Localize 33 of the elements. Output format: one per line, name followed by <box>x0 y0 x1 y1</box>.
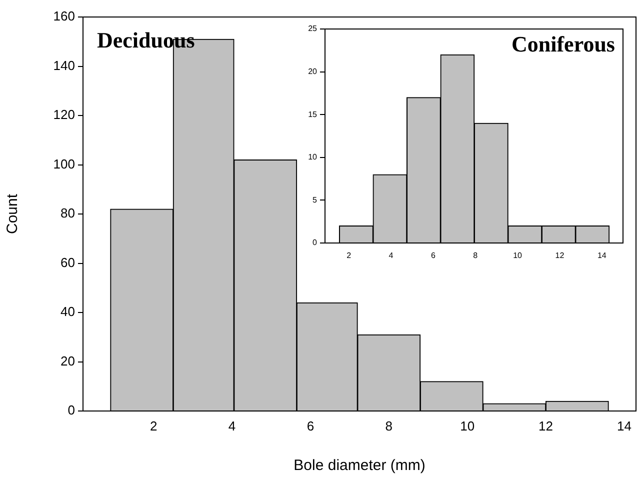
y-tick-label: 40 <box>60 304 75 320</box>
y-tick-label: 20 <box>60 353 75 368</box>
x-tick-label: 4 <box>388 251 394 260</box>
annotation: Deciduous <box>97 28 196 53</box>
x-tick-label: 4 <box>228 418 236 434</box>
x-tick-label: 6 <box>306 418 314 434</box>
y-axis-title: Count <box>4 193 22 234</box>
y-tick-label: 0 <box>68 402 75 418</box>
x-tick-label: 8 <box>385 418 393 434</box>
y-tick-label: 10 <box>308 152 318 162</box>
x-tick-label: 14 <box>617 418 632 434</box>
x-tick-label: 10 <box>460 418 475 434</box>
x-tick-label: 2 <box>346 251 352 260</box>
y-tick-label: 80 <box>60 206 75 221</box>
annotation: Coniferous <box>512 32 616 57</box>
y-tick-label: 140 <box>53 58 75 73</box>
x-axis-title: Bole diameter (mm) <box>294 457 426 474</box>
x-tick-label: 14 <box>597 251 607 260</box>
x-tick-label: 6 <box>430 251 436 260</box>
x-tick-label: 8 <box>473 251 478 260</box>
y-tick-label: 120 <box>53 107 75 122</box>
y-tick-label: 15 <box>308 110 318 119</box>
x-tick-label: 10 <box>513 251 523 260</box>
y-tick-label: 5 <box>312 195 318 204</box>
y-tick-label: 160 <box>53 8 75 24</box>
y-tick-label: 25 <box>308 24 318 34</box>
x-tick-label: 12 <box>538 418 554 434</box>
y-tick-label: 60 <box>60 254 75 270</box>
y-tick-label: 100 <box>53 156 75 172</box>
y-tick-label: 0 <box>312 238 318 248</box>
x-tick-label: 2 <box>150 418 158 434</box>
y-tick-label: 20 <box>308 67 318 76</box>
x-tick-label: 12 <box>555 251 565 260</box>
